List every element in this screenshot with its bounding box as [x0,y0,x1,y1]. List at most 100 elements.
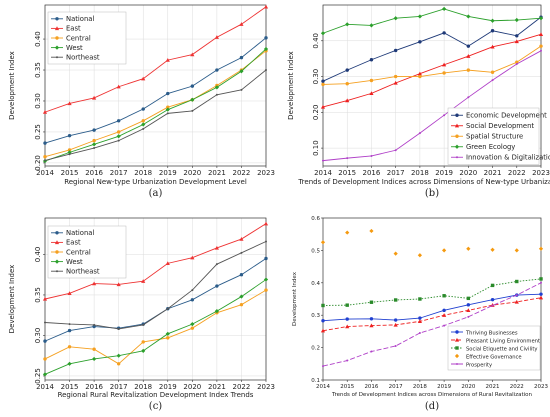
series-line [44,50,267,158]
data-point [418,132,421,135]
series-central [43,288,268,366]
y-tick-label: 0.35 [34,287,42,303]
legend-swatch-marker [455,330,459,334]
x-tick-label: 2017 [110,169,128,177]
data-point [418,74,422,79]
data-point [369,317,374,321]
y-tick-label: 0.40 [34,31,42,47]
data-point [538,32,544,37]
data-point [490,247,495,252]
y-tick-label: 0.10 [312,140,320,156]
data-point [320,31,326,36]
data-point [417,319,422,324]
x-tick-label: 2023 [532,169,550,177]
legend-entry-label: East [66,239,81,247]
data-point [117,139,120,142]
series-green-ecology [320,6,544,36]
y-tick-label: 0.40 [34,247,42,263]
x-tick-label: 2014 [314,169,332,177]
data-point [369,58,374,62]
data-point [418,297,422,301]
data-point [443,114,446,117]
data-point [141,119,145,123]
data-point [190,52,195,57]
legend: Thriving Businesses Pleasant Living Envir… [447,325,541,371]
y-axis-label: Development Index [8,51,16,120]
series-social-etiquette-and-civility [321,277,543,308]
data-point [466,308,471,313]
x-tick-label: 2017 [387,169,405,177]
data-point [538,16,544,21]
series-economic-development [321,15,543,83]
data-point [67,150,72,155]
data-point [417,71,422,76]
data-point [418,40,422,44]
data-point [491,79,494,82]
legend-entry-label: Social Etiquette and Civility [466,346,537,352]
data-point [215,263,218,266]
series-line [44,48,267,162]
x-tick-label: 2020 [461,384,475,390]
legend-entry-label: Thriving Businesses [465,330,518,336]
data-point [466,296,471,301]
series-east [42,4,269,114]
data-point [239,55,244,60]
data-point [263,221,269,226]
data-point [190,298,195,302]
legend-swatch-marker [456,363,458,365]
x-tick-label: 2021 [484,169,502,177]
legend-entry-label: East [66,25,81,33]
series-effective-governance [320,228,544,258]
series-spatial-structure [321,44,543,87]
x-tick-label: 2021 [208,383,226,391]
data-point [214,85,219,90]
data-point [322,159,324,162]
x-axis-label: Trends of Development Indices across Dim… [331,392,533,398]
data-point [345,303,349,307]
y-tick-label: 0.30 [34,328,42,344]
data-point [141,279,146,283]
legend-swatch-marker [54,240,60,245]
legend-entry-label: Innovation & Digitalization [466,154,550,162]
data-point [214,35,219,39]
data-point [369,228,374,234]
series-line [322,33,542,108]
x-tick-label: 2023 [534,384,548,390]
x-tick-label: 2019 [159,383,177,391]
data-point [442,31,446,35]
data-point [263,4,269,9]
data-point [393,251,398,256]
data-point [116,130,121,134]
data-point [346,359,349,362]
series-national [43,36,268,145]
data-point [92,324,96,329]
legend-swatch-marker [55,231,59,235]
data-point [92,281,97,286]
data-point [263,46,269,52]
data-point [418,332,421,335]
data-point [369,91,374,96]
legend-entry-label: Effective Governance [466,354,522,360]
data-point [394,149,397,152]
data-point [43,357,47,361]
x-tick-label: 2017 [110,383,128,391]
x-tick-label: 2021 [486,384,500,390]
data-point [92,142,97,147]
data-point [43,155,47,159]
x-tick-label: 2018 [134,169,152,177]
legend-swatch-marker [56,270,58,273]
legend-swatch-marker [55,250,59,254]
data-point [93,323,96,326]
data-point [239,69,244,74]
x-tick-label: 2016 [363,169,381,177]
series-northeast [44,240,267,330]
x-tick-label: 2014 [36,383,54,391]
data-point [490,18,495,23]
data-point [442,313,447,317]
legend-entry-label: Central [66,34,91,42]
x-tick-label: 2015 [61,383,79,391]
y-axis-label: Development Index [8,265,16,334]
data-point [466,246,471,251]
y-tick-label: 0.1 [311,378,320,384]
